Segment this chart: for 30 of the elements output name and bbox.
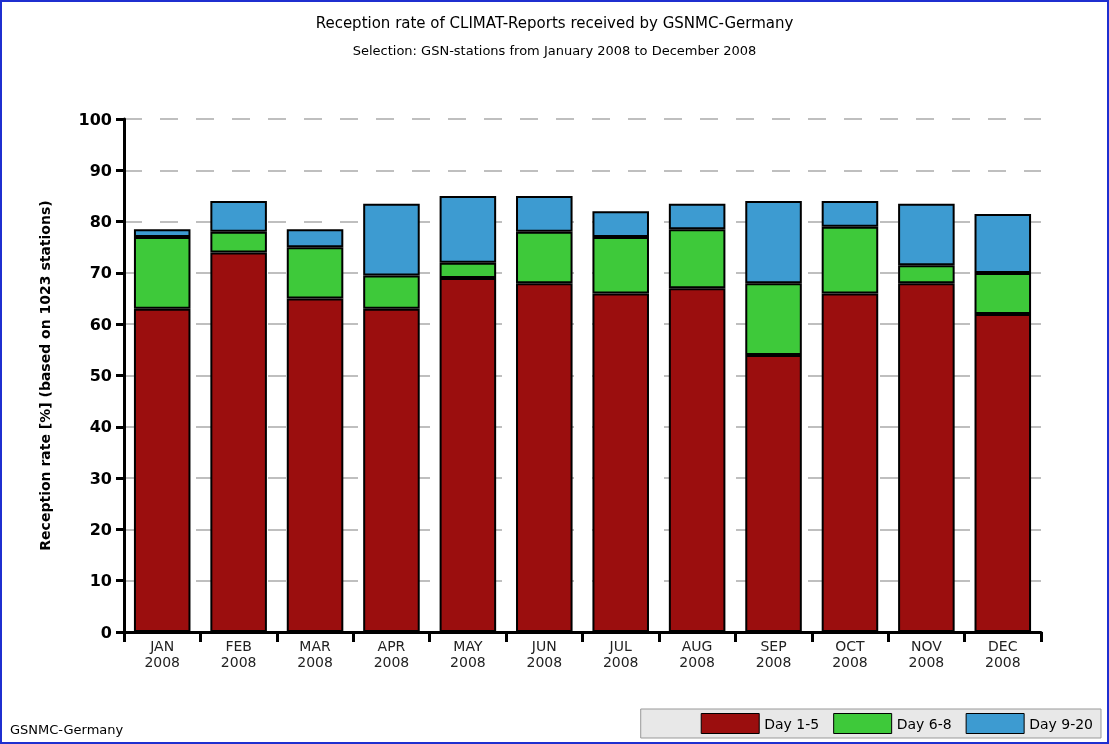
y-tick-label: 50 [89,366,112,385]
y-axis-title: Reception rate [%] (based on 1023 stations) [37,200,53,551]
y-tick-label: 10 [89,571,112,591]
chart-subtitle: Selection: GSN-stations from January 2008 to December 2008 [352,43,757,58]
legend-label: Day 9-20 [1029,715,1094,732]
x-tick-label: APR 2008 [373,638,410,670]
legend-label: Day 6-8 [896,715,952,732]
x-tick-label: JAN 2008 [144,638,181,670]
y-tick-label: 40 [89,417,112,437]
x-tick-label: JUL 2008 [602,638,639,670]
text: GSNMC-Germany [10,722,124,737]
x-tick-label: NOV 2008 [908,638,945,670]
y-tick-label: 0 [100,622,112,642]
x-tick-label: MAR 2008 [297,638,333,670]
y-tick-label: 70 [89,263,112,283]
y-tick-label: 80 [89,212,112,232]
x-tick-label: SEP 2008 [755,638,792,670]
y-tick-label: 90 [89,160,112,180]
y-tick-label: 30 [89,468,112,488]
chart-title: Reception rate of CLIMAT-Reports received by GSNMC-Germany [315,13,794,32]
x-tick-label: DEC 2008 [984,638,1021,670]
legend-label: Day 1-5 [764,715,820,732]
y-tick-label: 60 [89,314,112,334]
x-tick-label: FEB 2008 [220,638,257,670]
y-tick-label: 100 [78,109,112,129]
x-tick-label: AUG 2008 [679,638,715,670]
x-tick-label: MAY 2008 [450,638,486,670]
x-tick-label: OCT 2008 [832,638,868,670]
x-tick-label: JUN 2008 [526,638,563,670]
y-tick-label: 20 [89,519,112,539]
